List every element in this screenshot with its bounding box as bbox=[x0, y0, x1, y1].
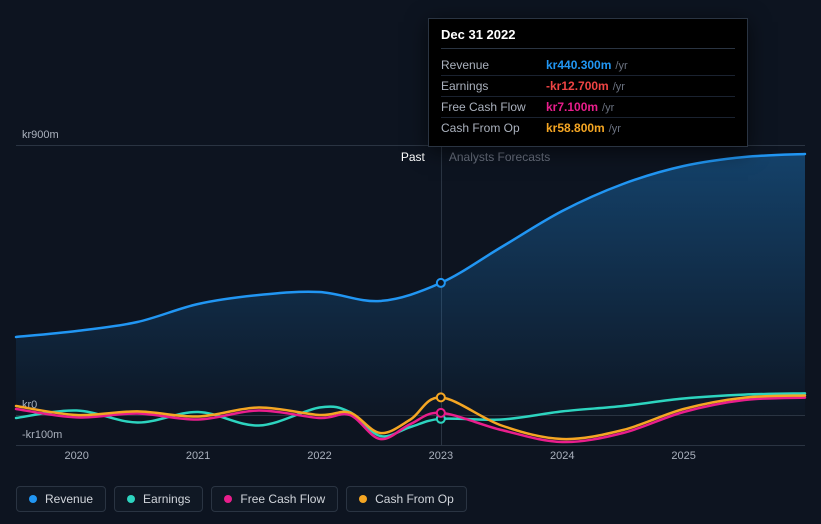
gridline bbox=[16, 445, 805, 446]
legend-dot-icon bbox=[359, 495, 367, 503]
x-axis-label: 2022 bbox=[307, 450, 331, 462]
x-axis-label: 2024 bbox=[550, 450, 574, 462]
tooltip-row: Free Cash Flowkr7.100m/yr bbox=[441, 97, 735, 118]
tooltip-row-value: kr440.300m bbox=[546, 58, 611, 72]
legend-label: Cash From Op bbox=[375, 492, 454, 506]
tooltip-row-value: kr58.800m bbox=[546, 121, 605, 135]
legend-label: Free Cash Flow bbox=[240, 492, 325, 506]
legend-label: Revenue bbox=[45, 492, 93, 506]
tooltip-row-label: Revenue bbox=[441, 58, 546, 72]
tooltip-row-label: Free Cash Flow bbox=[441, 100, 546, 114]
legend-item[interactable]: Revenue bbox=[16, 486, 106, 512]
x-axis-label: 2025 bbox=[671, 450, 695, 462]
chart-svg bbox=[16, 145, 805, 445]
tooltip-row-label: Earnings bbox=[441, 79, 546, 93]
y-axis-label: kr900m bbox=[22, 129, 59, 141]
x-axis: 2020 2021 2022 2023 2024 2025 bbox=[16, 450, 805, 470]
legend-label: Earnings bbox=[143, 492, 190, 506]
tooltip-row-unit: /yr bbox=[615, 60, 627, 72]
chart-legend: Revenue Earnings Free Cash Flow Cash From O… bbox=[16, 486, 467, 512]
series-marker bbox=[437, 409, 445, 417]
legend-item[interactable]: Cash From Op bbox=[346, 486, 467, 512]
legend-item[interactable]: Earnings bbox=[114, 486, 203, 512]
series-area bbox=[16, 154, 805, 415]
tooltip-row-label: Cash From Op bbox=[441, 121, 546, 135]
series-marker bbox=[437, 279, 445, 287]
tooltip-row-unit: /yr bbox=[602, 102, 614, 114]
x-axis-label: 2021 bbox=[186, 450, 210, 462]
chart-tooltip: Dec 31 2022 Revenuekr440.300m/yrEarnings… bbox=[428, 18, 748, 147]
tooltip-row-value: kr7.100m bbox=[546, 100, 598, 114]
tooltip-date: Dec 31 2022 bbox=[441, 27, 735, 49]
x-axis-label: 2020 bbox=[64, 450, 88, 462]
legend-dot-icon bbox=[224, 495, 232, 503]
tooltip-row: Revenuekr440.300m/yr bbox=[441, 55, 735, 76]
legend-item[interactable]: Free Cash Flow bbox=[211, 486, 338, 512]
legend-dot-icon bbox=[127, 495, 135, 503]
tooltip-row-value: -kr12.700m bbox=[546, 79, 609, 93]
series-marker bbox=[437, 393, 445, 401]
legend-dot-icon bbox=[29, 495, 37, 503]
tooltip-row-unit: /yr bbox=[609, 123, 621, 135]
x-axis-label: 2023 bbox=[429, 450, 453, 462]
tooltip-row-unit: /yr bbox=[613, 81, 625, 93]
tooltip-row: Earnings-kr12.700m/yr bbox=[441, 76, 735, 97]
tooltip-row: Cash From Opkr58.800m/yr bbox=[441, 118, 735, 138]
